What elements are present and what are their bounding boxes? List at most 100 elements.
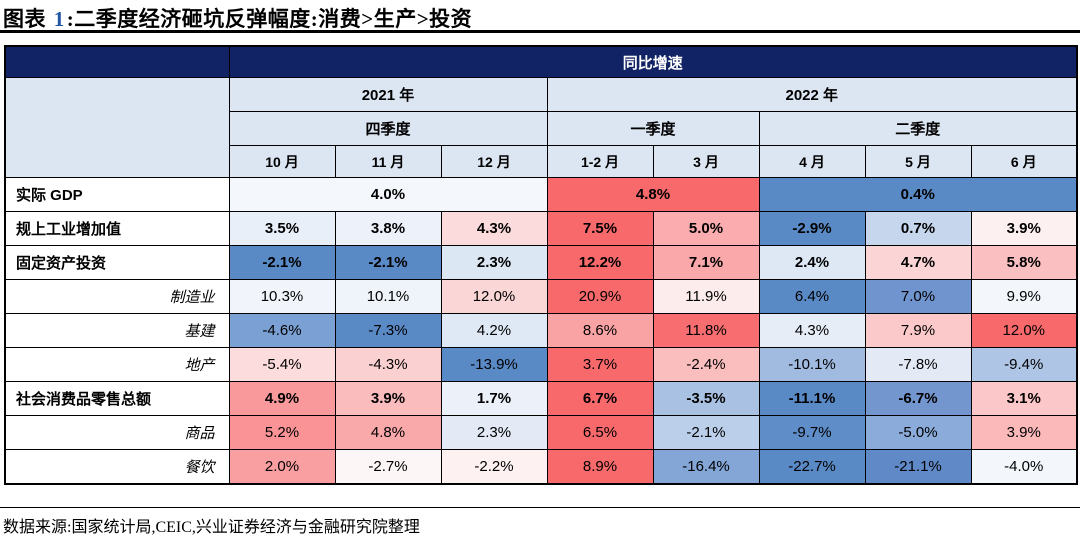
value-cell: 12.2% (546, 245, 654, 280)
data-source-note: 数据来源:国家统计局,CEIC,兴业证券经济与金融研究院整理 (3, 519, 420, 536)
value-cell: 1.7% (440, 381, 548, 416)
row-label: 商品 (4, 415, 230, 450)
value-cell: 3.9% (970, 211, 1078, 246)
value-cell: 12.0% (970, 313, 1078, 348)
row-label-column-header (4, 77, 230, 178)
metric-group-header: 同比增速 (228, 45, 1078, 78)
table-row: 规上工业增加值 3.5% 3.8% 4.3% 7.5% 5.0% -2.9% 0.7% 3.9% (4, 211, 1078, 246)
value-cell: 3.1% (970, 381, 1078, 416)
value-cell: -3.5% (652, 381, 760, 416)
year-header: 2021 年 (228, 77, 548, 112)
row-label: 餐饮 (4, 449, 230, 485)
value-cell: 5.2% (228, 415, 336, 450)
table-row: 制造业 10.3% 10.1% 12.0% 20.9% 11.9% 6.4% 7.0% 9.9% (4, 279, 1078, 314)
value-cell: -22.7% (758, 449, 866, 485)
value-cell: -4.3% (334, 347, 442, 382)
value-cell: -16.4% (652, 449, 760, 485)
table-row: 餐饮 2.0% -2.7% -2.2% 8.9% -16.4% -22.7% -21.1% -4… (4, 449, 1078, 485)
value-cell: 0.4% (758, 177, 1078, 212)
table-row: 地产 -5.4% -4.3% -13.9% 3.7% -2.4% -10.1% -7.8% -9… (4, 347, 1078, 382)
value-cell: -9.7% (758, 415, 866, 450)
value-cell: -13.9% (440, 347, 548, 382)
value-cell: 12.0% (440, 279, 548, 314)
header-row-quarters: 四季度 一季度 二季度 (5, 111, 1078, 146)
month-header: 5 月 (864, 145, 972, 178)
value-cell: 20.9% (546, 279, 654, 314)
value-cell: -10.1% (758, 347, 866, 382)
value-cell: -2.1% (228, 245, 336, 280)
title-divider-rule (0, 30, 1080, 33)
value-cell: 2.0% (228, 449, 336, 485)
value-cell: -21.1% (864, 449, 972, 485)
value-cell: -7.3% (334, 313, 442, 348)
value-cell: 10.3% (228, 279, 336, 314)
figure-number: 1 (53, 7, 65, 31)
value-cell: 3.5% (228, 211, 336, 246)
value-cell: 3.9% (334, 381, 442, 416)
value-cell: 5.8% (970, 245, 1078, 280)
value-cell: -5.0% (864, 415, 972, 450)
value-cell: 8.9% (546, 449, 654, 485)
row-label: 社会消费品零售总额 (4, 381, 230, 416)
row-label: 制造业 (4, 279, 230, 314)
value-cell: 7.0% (864, 279, 972, 314)
header-row-years: 2021 年 2022 年 (4, 77, 1078, 178)
value-cell: 4.2% (440, 313, 548, 348)
value-cell: 7.1% (652, 245, 760, 280)
year-header: 2022 年 (546, 77, 1078, 112)
row-label: 基建 (4, 313, 230, 348)
value-cell: -2.4% (652, 347, 760, 382)
table-corner-cell (4, 45, 230, 78)
table-row: 实际 GDP 4.0% 4.8% 0.4% (4, 177, 1078, 212)
value-cell: 4.7% (864, 245, 972, 280)
month-header: 11 月 (334, 145, 442, 178)
value-cell: 5.0% (652, 211, 760, 246)
value-cell: 4.3% (440, 211, 548, 246)
row-label: 地产 (4, 347, 230, 382)
value-cell: -9.4% (970, 347, 1078, 382)
value-cell: 6.5% (546, 415, 654, 450)
month-header: 6 月 (970, 145, 1078, 178)
month-header: 3 月 (652, 145, 760, 178)
value-cell: -5.4% (228, 347, 336, 382)
value-cell: -4.6% (228, 313, 336, 348)
table-row: 基建 -4.6% -7.3% 4.2% 8.6% 11.8% 4.3% 7.9% 12.0% (4, 313, 1078, 348)
value-cell: -2.2% (440, 449, 548, 485)
value-cell: 2.4% (758, 245, 866, 280)
value-cell: 3.8% (334, 211, 442, 246)
value-cell: 7.5% (546, 211, 654, 246)
value-cell: 7.9% (864, 313, 972, 348)
quarter-header: 一季度 (546, 111, 760, 146)
value-cell: 11.9% (652, 279, 760, 314)
row-label: 固定资产投资 (4, 245, 230, 280)
value-cell: 4.3% (758, 313, 866, 348)
value-cell: -2.1% (652, 415, 760, 450)
value-cell: 4.8% (546, 177, 760, 212)
row-label: 规上工业增加值 (4, 211, 230, 246)
figure-title-text: :二季度经济砸坑反弹幅度:消费>生产>投资 (66, 7, 473, 31)
value-cell: 10.1% (334, 279, 442, 314)
footer-divider-rule (0, 507, 1080, 508)
figure-title-prefix: 图表 (3, 7, 46, 31)
table-row: 固定资产投资 -2.1% -2.1% 2.3% 12.2% 7.1% 2.4% 4.7% 5.8… (4, 245, 1078, 280)
value-cell: -11.1% (758, 381, 866, 416)
value-cell: -2.7% (334, 449, 442, 485)
row-label: 实际 GDP (4, 177, 230, 212)
heatmap-data-table: 同比增速 2021 年 2022 年四季度 一季度 二季度 10 月 11 月 12 月 1-2… (4, 45, 1079, 485)
month-header: 4 月 (758, 145, 866, 178)
value-cell: 2.3% (440, 245, 548, 280)
value-cell: 6.7% (546, 381, 654, 416)
quarter-header: 二季度 (758, 111, 1078, 146)
value-cell: 6.4% (758, 279, 866, 314)
figure-title: 图表 1:二季度经济砸坑反弹幅度:消费>生产>投资 (3, 3, 472, 33)
value-cell: 4.8% (334, 415, 442, 450)
header-row-metric: 同比增速 (4, 45, 1078, 78)
value-cell: -2.1% (334, 245, 442, 280)
value-cell: 3.7% (546, 347, 654, 382)
value-cell: 3.9% (970, 415, 1078, 450)
value-cell: -6.7% (864, 381, 972, 416)
value-cell: 4.0% (228, 177, 548, 212)
quarter-header: 四季度 (228, 111, 548, 146)
